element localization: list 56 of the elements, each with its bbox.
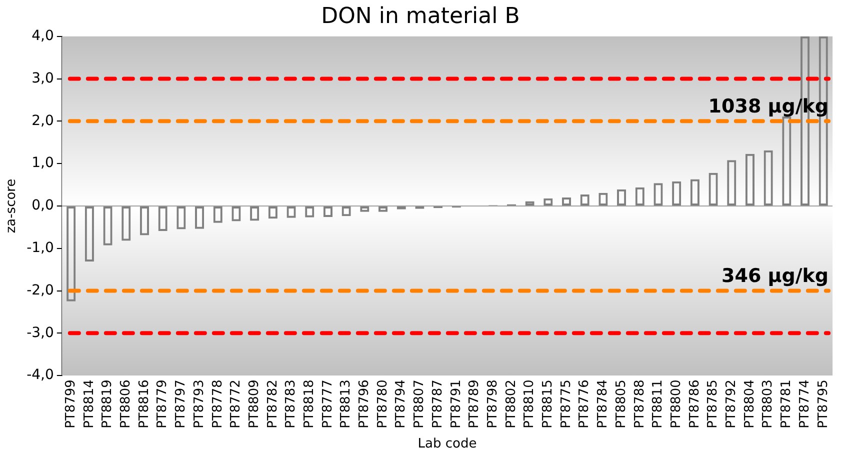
x-tick-label: PT8792 [724, 380, 740, 428]
y-tick-label: 2,0 [32, 112, 54, 129]
x-tick-label: PT8804 [742, 380, 758, 428]
x-tick-label: PT8815 [540, 380, 556, 428]
x-tick-label: PT8786 [687, 380, 702, 428]
x-tick-label: PT8777 [320, 380, 336, 428]
x-tick-label: PT8819 [100, 380, 116, 428]
x-tick-label: PT8803 [760, 380, 776, 428]
x-tick-label: PT8783 [284, 380, 299, 428]
y-axis-title: za-score [4, 178, 20, 234]
x-tick-label: PT8800 [668, 380, 684, 428]
y-tick-label: -1,0 [26, 240, 54, 256]
x-tick-label: PT8785 [706, 380, 721, 428]
x-tick-label: PT8799 [63, 380, 78, 428]
x-tick-label: PT8781 [779, 380, 794, 428]
x-tick-label: PT8797 [174, 380, 189, 428]
y-tick-label: 0,0 [32, 198, 54, 214]
x-tick-label: PT8814 [82, 380, 97, 428]
y-tick-label: 4,0 [32, 28, 54, 44]
x-tick-label: PT8788 [632, 380, 648, 428]
x-tick-label: PT8791 [448, 380, 464, 428]
x-tick-label: PT8779 [155, 380, 170, 428]
x-tick-label: PT8795 [816, 380, 831, 428]
x-tick-label: PT8782 [265, 380, 280, 428]
x-tick-label: PT8816 [136, 380, 152, 428]
x-tick-label: PT8811 [650, 380, 666, 428]
x-tick-label: PT8775 [558, 380, 574, 428]
x-tick-label: PT8807 [412, 380, 428, 428]
ref-line-label: 346 µg/kg [722, 265, 829, 288]
y-tick-label: 3,0 [32, 70, 54, 86]
x-tick-label: PT8778 [210, 380, 226, 428]
x-axis-title: Lab code [418, 436, 477, 452]
x-tick-label: PT8802 [504, 380, 519, 428]
x-tick-label: PT8818 [302, 380, 317, 428]
x-tick-label: PT8798 [485, 380, 500, 428]
x-tick-label: PT8794 [394, 380, 409, 428]
x-tick-label: PT8793 [192, 380, 207, 428]
x-tick-label: PT8787 [430, 380, 446, 428]
x-tick-label: PT8772 [228, 380, 244, 428]
y-tick-label: -4,0 [26, 367, 54, 384]
chart-title: DON in material B [321, 4, 520, 29]
ref-line-label: 1038 µg/kg [708, 96, 829, 118]
y-tick-label: -2,0 [26, 282, 54, 298]
x-tick-label: PT8789 [467, 380, 482, 428]
x-tick-label: PT8776 [577, 380, 592, 428]
x-tick-label: PT8805 [614, 380, 629, 428]
x-tick-label: PT8810 [522, 380, 538, 428]
x-tick-label: PT8796 [357, 380, 372, 428]
y-tick-label: 1,0 [32, 155, 54, 172]
x-tick-label: PT8774 [797, 380, 812, 428]
x-tick-label: PT8809 [246, 380, 262, 428]
x-tick-label: PT8806 [118, 380, 134, 428]
y-tick-label: -3,0 [26, 324, 54, 341]
x-tick-label: PT8780 [375, 380, 390, 428]
x-tick-label: PT8813 [338, 380, 354, 428]
x-tick-label: PT8784 [596, 380, 611, 428]
